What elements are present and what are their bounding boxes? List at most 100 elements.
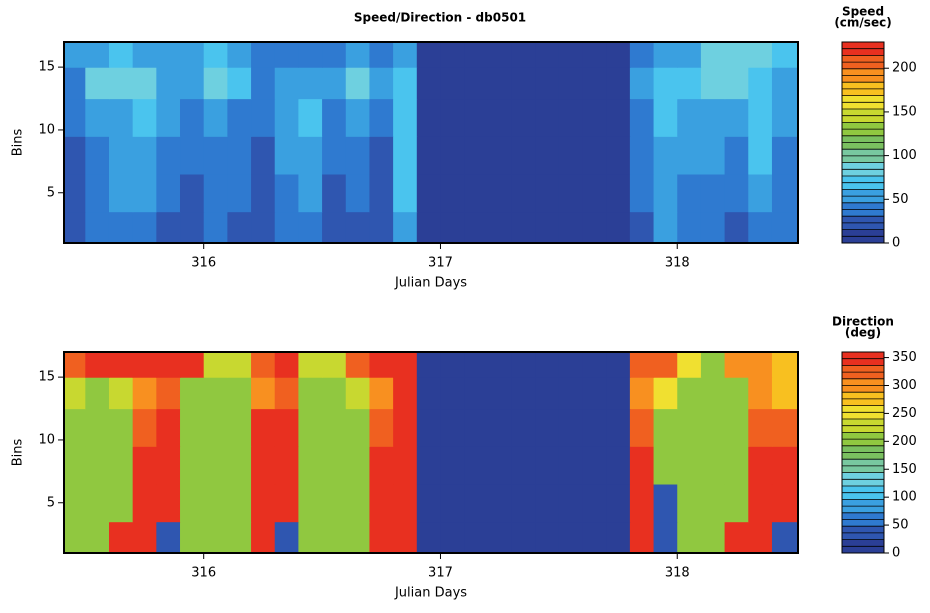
heat-cell (322, 173, 347, 213)
colorbar-band (842, 182, 884, 190)
heat-cell (606, 67, 631, 100)
heat-cell (393, 408, 418, 447)
heat-cell (724, 67, 749, 100)
y-tick-label: 10 (38, 122, 55, 137)
heat-cell (511, 98, 536, 137)
heat-cell (629, 98, 655, 137)
heat-cell (251, 98, 276, 137)
heat-cell (393, 67, 418, 100)
heat-cell (653, 136, 678, 175)
heat-cell (85, 42, 110, 68)
heat-cell (487, 211, 513, 244)
heat-cell (464, 377, 489, 410)
heat-cell (251, 352, 276, 378)
heat-cell (322, 446, 347, 485)
heat-cell (85, 136, 110, 175)
colorbar-band (842, 115, 884, 123)
heat-cell (203, 521, 228, 554)
heat-cell (416, 67, 442, 100)
heat-cell (298, 67, 323, 100)
heat-cell (700, 42, 726, 68)
heat-cell (511, 483, 536, 523)
heat-cell (64, 521, 86, 554)
heat-cell (535, 67, 560, 100)
heat-cell (298, 408, 323, 447)
heat-cell (582, 352, 607, 378)
heat-cell (64, 352, 86, 378)
heat-cell (345, 521, 371, 554)
heat-cell (156, 446, 181, 485)
heat-cell (64, 483, 86, 523)
heat-cell (558, 211, 584, 244)
heat-cell (535, 408, 560, 447)
plot-frame (63, 41, 799, 244)
heat-cell (677, 211, 702, 244)
heat-cell (108, 211, 134, 244)
heat-cell (298, 483, 323, 523)
heat-cell (227, 483, 252, 523)
heat-cell (606, 483, 631, 523)
heat-cell (369, 136, 394, 175)
heat-cell (108, 377, 134, 410)
colorbar-tick-label: 200 (892, 434, 917, 449)
heat-cell (64, 173, 86, 213)
chart-title: Speed/Direction - db0501 (354, 11, 526, 25)
colorbar-band (842, 236, 884, 244)
heat-cell (464, 136, 489, 175)
heat-cell (132, 446, 157, 485)
x-tick-label: 316 (191, 256, 216, 271)
colorbar-band (842, 189, 884, 197)
heat-cell (700, 352, 726, 378)
heat-cell (582, 136, 607, 175)
heat-cell (64, 446, 86, 485)
heat-cell (227, 408, 252, 447)
heat-cell (203, 446, 228, 485)
heat-cell (227, 173, 252, 213)
heat-cell (464, 352, 489, 378)
heat-cell (606, 173, 631, 213)
heat-cell (464, 173, 489, 213)
heat-cell (64, 211, 86, 244)
heat-cell (132, 211, 157, 244)
colorbar-band (842, 75, 884, 83)
colorbar-frame (841, 351, 885, 554)
heat-cell (180, 136, 205, 175)
heat-cell (724, 211, 749, 244)
colorbar-band (842, 445, 884, 453)
heat-cell (393, 377, 418, 410)
colorbar-tick-label: 150 (892, 104, 917, 119)
colorbar-band (842, 149, 884, 157)
heat-cell (771, 446, 799, 485)
colorbar-band (842, 209, 884, 217)
heat-cell (251, 136, 276, 175)
y-tick-label: 5 (47, 185, 55, 200)
heat-cell (724, 377, 749, 410)
heat-cell (677, 483, 702, 523)
heat-cell (64, 67, 86, 100)
heat-cell (180, 211, 205, 244)
colorbar-band (842, 352, 884, 359)
heat-cell (180, 377, 205, 410)
heat-cell (322, 408, 347, 447)
y-tick-label: 10 (38, 432, 55, 447)
colorbar-band (842, 385, 884, 393)
heat-cell (629, 136, 655, 175)
heat-cell (132, 136, 157, 175)
heat-cell (108, 352, 134, 378)
heat-cell (369, 173, 394, 213)
heat-cell (322, 521, 347, 554)
heat-cell (298, 173, 323, 213)
heat-cell (64, 42, 86, 68)
colorbar-band (842, 82, 884, 90)
heat-cell (345, 173, 371, 213)
x-axis-label: Julian Days (394, 276, 467, 291)
heat-cell (274, 377, 300, 410)
heat-cell (487, 446, 513, 485)
heat-cell (582, 377, 607, 410)
heat-cell (724, 42, 749, 68)
colorbar-band (842, 135, 884, 143)
heat-cell (393, 211, 418, 244)
heat-cell (132, 408, 157, 447)
heat-cell (85, 446, 110, 485)
heat-cell (748, 98, 773, 137)
